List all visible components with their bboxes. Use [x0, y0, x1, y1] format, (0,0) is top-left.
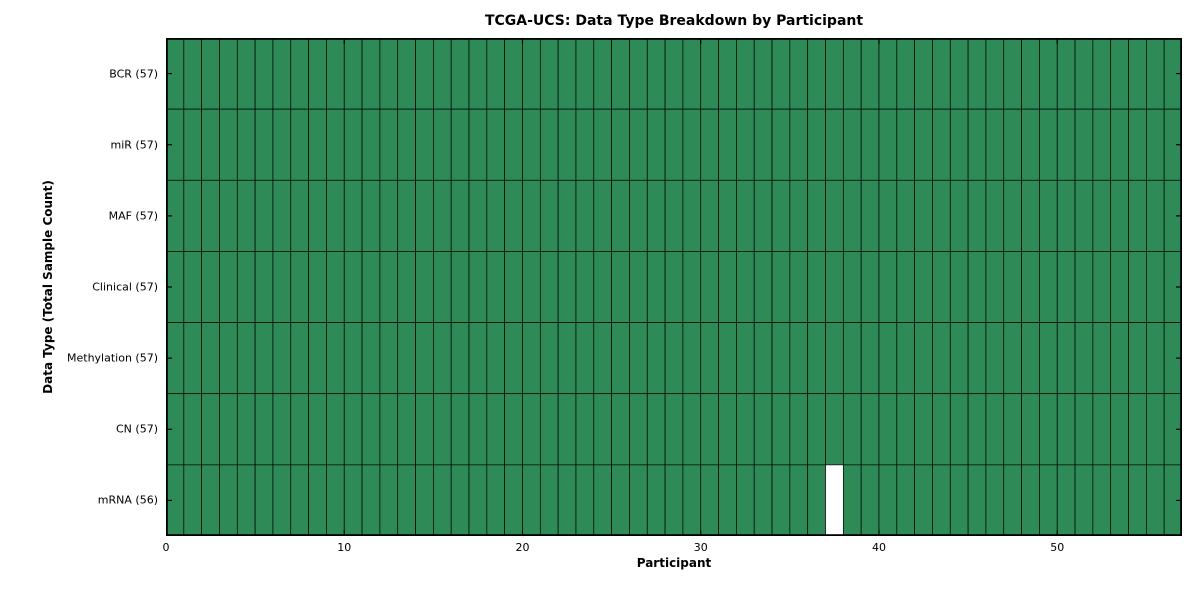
plot-area: Present Absent [166, 38, 1182, 536]
x-axis-label: Participant [636, 556, 712, 570]
y-tick-label: miR (57) [110, 138, 159, 152]
x-tick-label: 0 [162, 541, 170, 554]
x-tick-label: 20 [515, 541, 530, 554]
x-tick-label: 30 [693, 541, 708, 554]
y-tick-label: MAF (57) [108, 209, 158, 223]
heatmap-grid [166, 38, 1182, 536]
chart-title: TCGA-UCS: Data Type Breakdown by Partici… [484, 13, 864, 29]
x-tick-label: 40 [871, 541, 886, 554]
y-tick-label: BCR (57) [109, 67, 158, 81]
y-axis-label: Data Type (Total Sample Count) [41, 180, 55, 394]
y-tick-label: Clinical (57) [92, 280, 158, 294]
y-tick-label: CN (57) [116, 422, 158, 436]
y-tick-label: Methylation (57) [67, 351, 158, 365]
y-tick-label: mRNA (56) [97, 493, 158, 507]
x-tick-label: 50 [1050, 541, 1065, 554]
x-tick-label: 10 [337, 541, 352, 554]
